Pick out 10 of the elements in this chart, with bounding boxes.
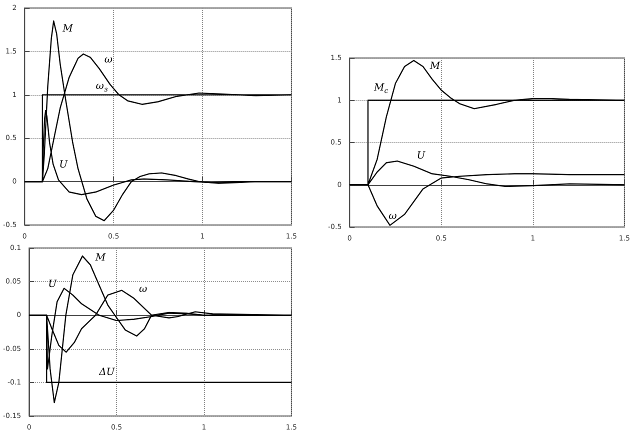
series-label: M <box>428 60 441 72</box>
series-label: ΔU <box>98 366 116 378</box>
series-label: U <box>59 160 68 171</box>
series-label: M <box>94 252 106 264</box>
series-label: ω <box>139 284 148 295</box>
series-label: ω <box>388 210 397 222</box>
series-label: U <box>416 150 426 162</box>
series-label: M <box>62 24 74 35</box>
series-label: U <box>48 278 58 290</box>
series-label: ω <box>104 54 113 66</box>
